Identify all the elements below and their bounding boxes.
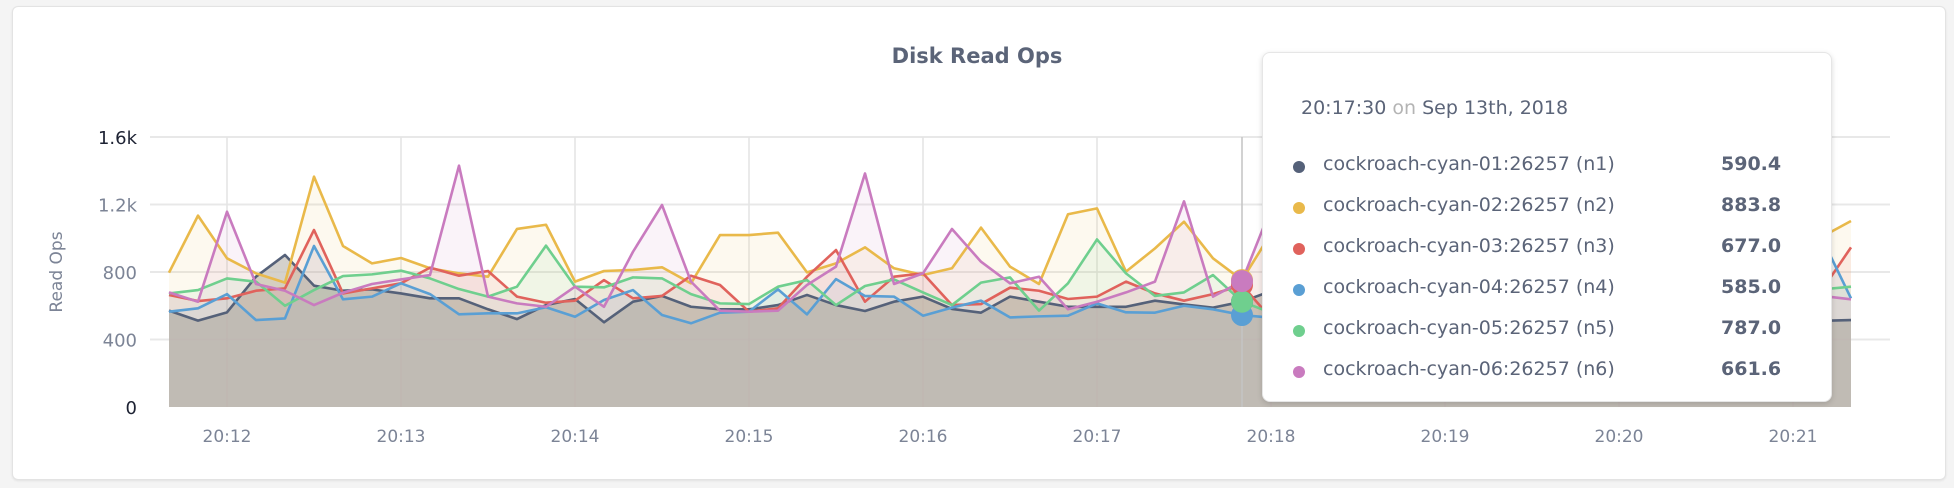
x-tick-label: 20:20 [1595,427,1644,447]
tooltip-header: 20:17:30 on Sep 13th, 2018 [1301,97,1568,119]
tooltip-series-value: 661.6 [1721,358,1782,380]
series-dot-icon [1293,202,1305,214]
tooltip-series-value: 590.4 [1721,153,1782,175]
tooltip-on: on [1392,97,1417,119]
series-dot-icon [1293,284,1305,296]
tooltip-date: Sep 13th, 2018 [1422,97,1569,119]
x-tick-label: 20:17 [1073,427,1122,447]
x-tick-label: 20:19 [1421,427,1470,447]
y-tick-label: 800 [103,263,137,284]
series-dot-icon [1293,161,1305,173]
hover-point-n5 [1231,290,1253,313]
hover-point-n6 [1231,270,1253,293]
tooltip-series-label: cockroach-cyan-04:26257 (n4) [1323,276,1615,298]
x-tick-label: 20:13 [377,427,426,447]
y-tick-label: 400 [103,331,137,352]
tooltip-series-value: 883.8 [1721,194,1782,216]
tooltip-series-value: 585.0 [1721,276,1782,298]
series-dot-icon [1293,243,1305,255]
tooltip-series-label: cockroach-cyan-06:26257 (n6) [1323,358,1615,380]
y-tick-label: 1.6k [98,128,138,149]
y-tick-label: 0 [126,398,137,419]
series-dot-icon [1293,325,1305,337]
tooltip-series-label: cockroach-cyan-01:26257 (n1) [1323,153,1615,175]
x-tick-label: 20:14 [551,427,600,447]
y-tick-label: 1.2k [98,196,138,217]
tooltip-series-value: 787.0 [1721,317,1782,339]
hover-tooltip: 20:17:30 on Sep 13th, 2018 cockroach-cya… [1262,52,1832,402]
x-tick-label: 20:15 [725,427,774,447]
tooltip-series-value: 677.0 [1721,235,1782,257]
tooltip-series-label: cockroach-cyan-02:26257 (n2) [1323,194,1615,216]
tooltip-series-label: cockroach-cyan-05:26257 (n5) [1323,317,1615,339]
x-tick-label: 20:18 [1247,427,1296,447]
x-tick-label: 20:16 [899,427,948,447]
tooltip-row: cockroach-cyan-05:26257 (n5) 787.0 [1293,317,1813,347]
y-axis-label: Read Ops [47,231,67,312]
x-tick-label: 20:21 [1769,427,1818,447]
x-tick-label: 20:12 [203,427,252,447]
tooltip-series-label: cockroach-cyan-03:26257 (n3) [1323,235,1615,257]
tooltip-time: 20:17:30 [1301,97,1387,119]
tooltip-row: cockroach-cyan-01:26257 (n1) 590.4 [1293,153,1813,183]
tooltip-row: cockroach-cyan-04:26257 (n4) 585.0 [1293,276,1813,306]
series-dot-icon [1293,366,1305,378]
chart-title: Disk Read Ops [891,44,1063,68]
tooltip-row: cockroach-cyan-02:26257 (n2) 883.8 [1293,194,1813,224]
tooltip-row: cockroach-cyan-06:26257 (n6) 661.6 [1293,358,1813,388]
tooltip-row: cockroach-cyan-03:26257 (n3) 677.0 [1293,235,1813,265]
